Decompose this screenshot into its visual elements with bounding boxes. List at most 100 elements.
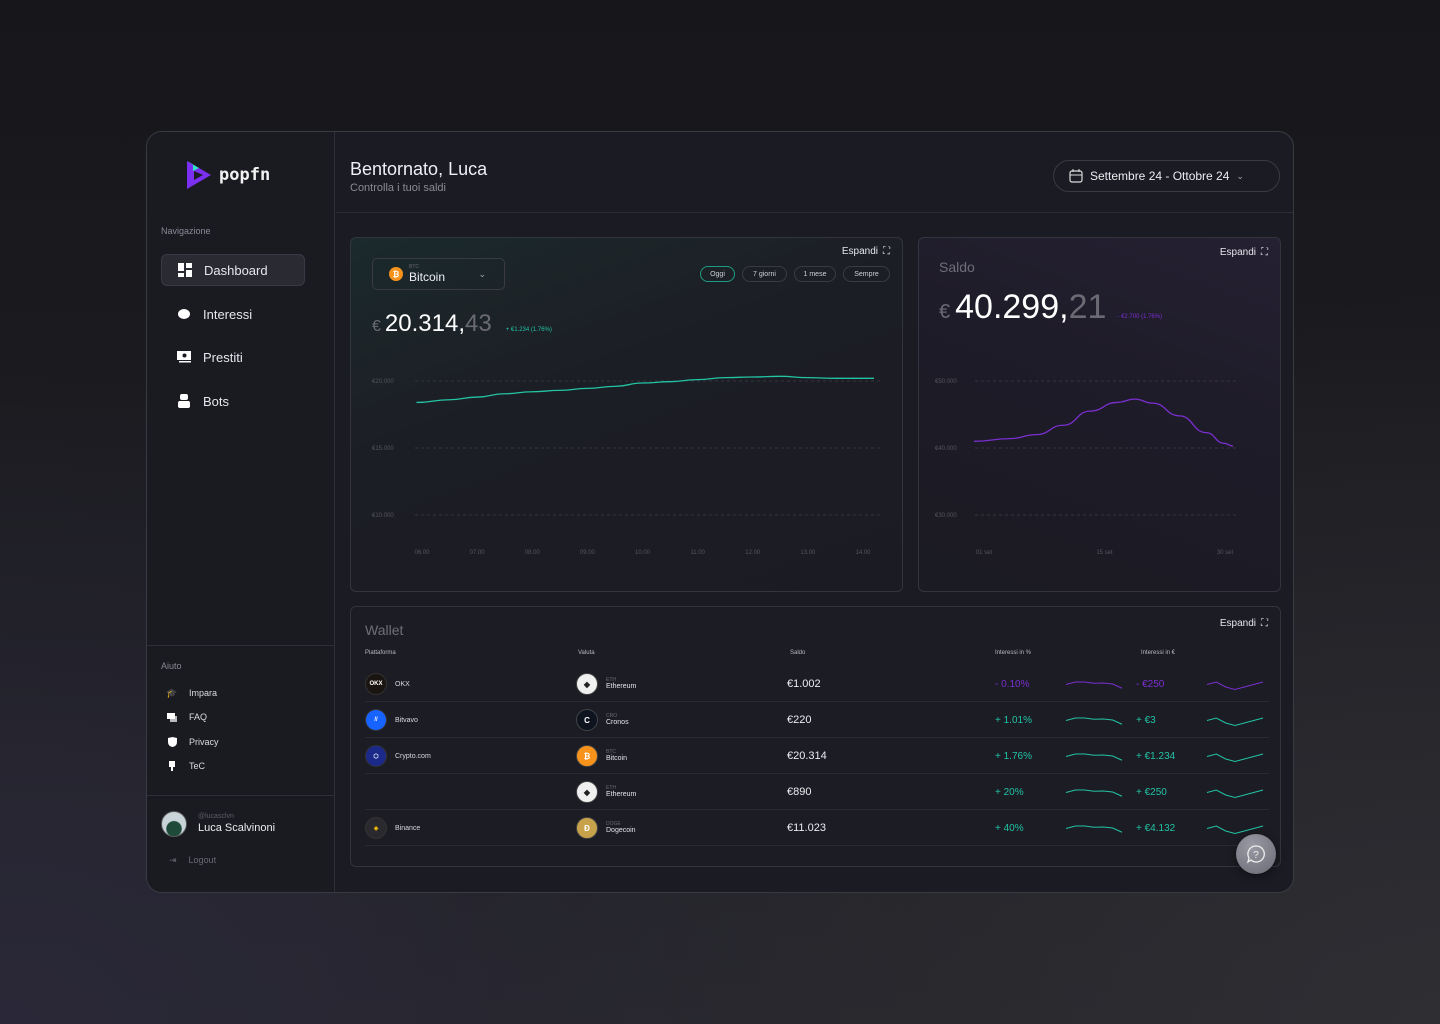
user-handle: @lucasclvn [198, 813, 234, 820]
sparkline [1065, 681, 1123, 689]
coin-ticker: BTC [606, 749, 616, 755]
range-oggi[interactable]: Oggi [700, 266, 735, 282]
logout-button[interactable]: ⇥ Logout [169, 855, 216, 866]
currency-symbol: € [372, 318, 381, 335]
expand-button[interactable]: Espandi ⛶ [842, 246, 890, 257]
currency-cell: ◆ ETH Ethereum [576, 774, 636, 810]
wallet-card: Espandi ⛶ Wallet Piattaforma Valuta Saldo… [350, 606, 1281, 867]
interest-eur-sparkline [1206, 681, 1264, 691]
bitcoin-icon: ₿ [389, 267, 403, 281]
shield-icon [167, 737, 177, 747]
nav-section-title: Navigazione [161, 226, 211, 236]
balance-value: €890 [787, 786, 812, 798]
sidebar-item-label: Interessi [203, 306, 253, 322]
coin-logo-icon: Ð [576, 817, 598, 839]
dashboard-icon [178, 263, 192, 277]
expand-label: Espandi [1219, 618, 1256, 629]
platform-logo-icon: ◈ [365, 817, 387, 839]
money-icon [177, 350, 191, 364]
sidebar-divider [147, 795, 335, 796]
coin-name: Ethereum [606, 791, 637, 798]
table-row[interactable]: ◆ ETH Ethereum €890 + 20% + €250 [365, 774, 1269, 810]
value-change: - €2.700 (1.76%) [1117, 314, 1163, 320]
coin-ticker: ETH [606, 677, 616, 683]
interest-eur-sparkline [1206, 789, 1264, 799]
sidebar-item-label: Prestiti [203, 349, 243, 365]
sidebar-item-prestiti[interactable]: Prestiti [161, 341, 305, 373]
interest-eur-sparkline [1206, 753, 1264, 763]
help-item-label: Privacy [189, 737, 219, 747]
table-row[interactable]: ◈ Binance Ð DOGE Dogecoin €11.023 + 40% + €… [365, 810, 1269, 846]
range-7-giorni[interactable]: 7 giorni [742, 266, 787, 282]
interest-eur-sparkline [1206, 825, 1264, 835]
sidebar-item-label: Bots [203, 393, 230, 409]
sidebar-item-dashboard[interactable]: Dashboard [161, 254, 305, 286]
table-row[interactable]: // Bitvavo C CRO Cronos €220 + 1.01% + €3 [365, 702, 1269, 738]
balance-value: €1.002 [787, 678, 821, 690]
help-item-faq[interactable]: FAQ [167, 712, 207, 722]
table-row[interactable]: ⬡ Crypto.com ₿ BTC Bitcoin €20.314 + 1.76% … [365, 738, 1269, 774]
platform-cell: ◈ Binance [365, 810, 420, 846]
help-item-tec[interactable]: TeC [167, 761, 205, 771]
interest-eur: + €250 [1136, 786, 1167, 798]
logout-icon: ⇥ [169, 855, 177, 865]
platform-cell: OKX OKX [365, 666, 410, 702]
chevron-down-icon: ⌄ [478, 268, 486, 279]
x-tick-label: 08.00 [525, 550, 541, 556]
sparkline [1206, 789, 1264, 799]
sidebar: popfn Navigazione Dashboard Interessi Pr… [147, 132, 335, 892]
expand-icon: ⛶ [1261, 618, 1268, 629]
y-tick-label: €10.000 [372, 513, 394, 519]
coin-select[interactable]: ₿ BTC Bitcoin ⌄ [372, 258, 505, 290]
interest-percent: + 40% [995, 822, 1024, 834]
calendar-icon [1069, 169, 1083, 183]
coin-name: Cronos [606, 719, 629, 726]
platform-name: Crypto.com [395, 752, 431, 760]
column-header: Saldo [790, 650, 806, 656]
interest-percent: + 1.76% [995, 750, 1032, 762]
help-item-impara[interactable]: 🎓 Impara [166, 688, 217, 699]
x-tick-label: 30 set [1217, 550, 1234, 556]
svg-text:?: ? [1253, 850, 1259, 861]
sidebar-item-bots[interactable]: Bots [161, 385, 305, 417]
avatar[interactable] [161, 811, 187, 837]
sidebar-item-interessi[interactable]: Interessi [161, 298, 305, 330]
expand-button[interactable]: Espandi ⛶ [1220, 247, 1268, 258]
interest-percent-sparkline [1065, 717, 1123, 725]
value-decimal: 43 [464, 310, 492, 337]
help-item-privacy[interactable]: Privacy [167, 737, 219, 747]
range-1-mese[interactable]: 1 mese [794, 266, 836, 282]
interest-eur: + €4.132 [1136, 822, 1176, 834]
sparkline [1206, 753, 1264, 763]
wallet-title: Wallet [365, 622, 404, 638]
bitcoin-line-chart: €20.000 €15.000 €10.000 06.00 07.00 08.00 09.0… [372, 375, 881, 556]
saldo-chart-card: Espandi ⛶ Saldo € 40.299, 21 - €2.700 (1.7… [918, 237, 1281, 592]
expand-button[interactable]: Espandi ⛶ [1220, 618, 1268, 629]
balance-value: €220 [787, 714, 812, 726]
value-change: + €1.234 (1.76%) [505, 327, 552, 333]
column-header: Interessi in € [1141, 650, 1176, 656]
table-row[interactable]: OKX OKX ◆ ETH Ethereum €1.002 - 0.10% - €25… [365, 666, 1269, 702]
coin-value: € 20.314, 43 + €1.234 (1.76%) [372, 310, 552, 338]
date-range-picker[interactable]: Settembre 24 - Ottobre 24 ⌄ [1053, 160, 1280, 192]
sidebar-divider [147, 645, 335, 646]
column-header: Interessi in % [995, 650, 1032, 656]
piggy-bank-icon [177, 307, 191, 321]
expand-label: Espandi [1219, 247, 1256, 258]
coin-logo-icon: ◆ [576, 781, 598, 803]
range-sempre[interactable]: Sempre [843, 266, 890, 282]
coin-ticker: DOGE [606, 821, 621, 827]
help-item-label: TeC [189, 761, 206, 771]
sparkline [1206, 681, 1264, 691]
date-range-label: Settembre 24 - Ottobre 24 [1090, 169, 1230, 183]
currency-cell: ₿ BTC Bitcoin [576, 738, 627, 774]
help-chat-button[interactable]: ? [1236, 834, 1276, 874]
expand-label: Espandi [841, 246, 878, 257]
coin-logo-icon: ◆ [576, 673, 598, 695]
brand-logo[interactable]: popfn [185, 159, 270, 191]
currency-symbol: € [939, 301, 951, 323]
coin-name: Bitcoin [606, 755, 628, 762]
value-decimal: 21 [1068, 288, 1107, 326]
interest-eur: + €3 [1136, 714, 1156, 726]
coin-ticker: BTC [409, 264, 419, 270]
